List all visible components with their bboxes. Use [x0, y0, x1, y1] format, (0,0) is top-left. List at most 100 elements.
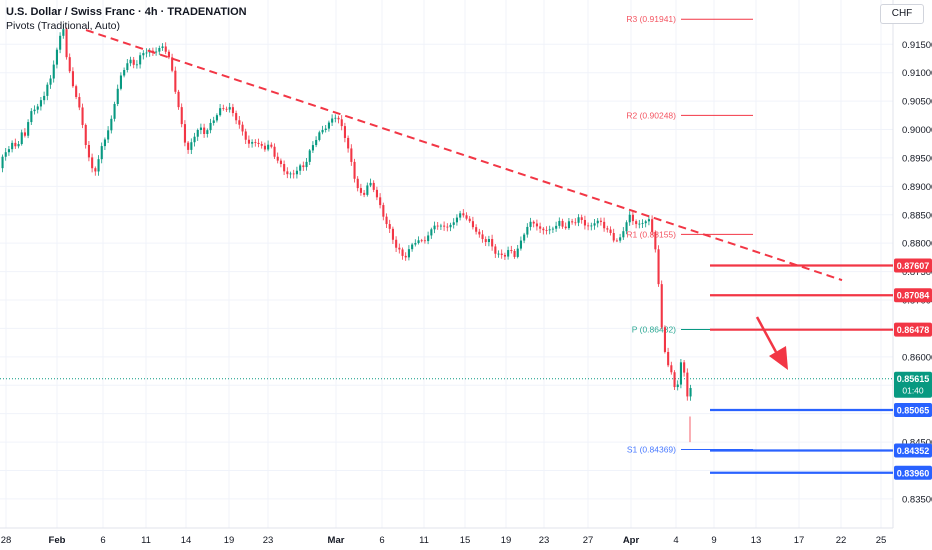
- candle-body: [171, 57, 174, 71]
- candle-body: [81, 107, 84, 125]
- candle-body: [228, 107, 231, 110]
- candle-body: [71, 71, 74, 87]
- candle-body: [119, 75, 122, 89]
- candle-body: [462, 213, 465, 216]
- candle-body: [177, 91, 180, 108]
- x-tick-label: 15: [460, 535, 471, 546]
- candle-body: [110, 118, 113, 131]
- level-price-tag[interactable]: [894, 322, 932, 337]
- candle-body: [331, 118, 334, 123]
- candle-body: [417, 240, 420, 244]
- candle-body: [609, 229, 612, 234]
- candle-body: [596, 220, 599, 224]
- candle-body: [526, 226, 529, 235]
- candle-body: [107, 130, 110, 140]
- candle-body: [11, 142, 14, 150]
- level-price-tag[interactable]: [894, 402, 932, 417]
- pivot-label-s1: S1 (0.84369): [627, 445, 676, 455]
- candle-body: [302, 165, 305, 168]
- candle-body: [196, 129, 199, 137]
- candle-body: [654, 231, 657, 250]
- candle-body: [295, 170, 298, 175]
- candle-body: [628, 214, 631, 223]
- candle-body: [340, 119, 343, 127]
- pivot-label-r3: R3 (0.91941): [626, 14, 676, 24]
- candle-body: [433, 225, 436, 230]
- symbol-title[interactable]: U.S. Dollar / Swiss Franc · 4h · TRADENA…: [6, 6, 247, 18]
- candle-body: [385, 216, 388, 225]
- candle-body: [84, 124, 87, 146]
- candle-body: [318, 132, 321, 140]
- candle-body: [398, 247, 401, 250]
- candle-body: [279, 160, 282, 165]
- candle-body: [43, 95, 46, 101]
- candle-body: [545, 230, 548, 232]
- candle-body: [135, 64, 138, 66]
- candle-body: [455, 217, 458, 223]
- candle-body: [420, 240, 423, 242]
- candle-body: [657, 249, 660, 285]
- candle-body: [129, 59, 132, 64]
- candle-body: [17, 144, 20, 147]
- candle-body: [4, 152, 7, 157]
- candle-body: [471, 221, 474, 228]
- candle-body: [97, 159, 100, 172]
- candle-body: [212, 120, 215, 123]
- candle-body: [603, 221, 606, 229]
- x-tick-label: Apr: [623, 535, 640, 546]
- candle-body: [289, 173, 292, 175]
- candle-body: [660, 284, 663, 328]
- candle-body: [251, 142, 254, 144]
- candle-body: [369, 182, 372, 186]
- candle-body: [427, 235, 430, 242]
- candle-body: [513, 250, 516, 257]
- level-price-tag[interactable]: [894, 465, 932, 480]
- level-price-tag[interactable]: [894, 258, 932, 273]
- candle-body: [126, 63, 129, 71]
- currency-button[interactable]: CHF: [880, 4, 924, 24]
- x-tick-label: 23: [263, 535, 274, 546]
- candle-body: [388, 224, 391, 229]
- candle-body: [673, 372, 676, 388]
- candle-body: [478, 231, 481, 235]
- candle-body: [667, 351, 670, 366]
- candle-body: [635, 221, 638, 225]
- candle-body: [500, 253, 503, 255]
- x-tick-label: 6: [100, 535, 105, 546]
- candle-body: [631, 214, 634, 222]
- candle-body: [353, 161, 356, 179]
- candle-body: [263, 145, 266, 150]
- level-price-tag[interactable]: [894, 443, 932, 458]
- candle-body: [276, 156, 279, 161]
- candle-body: [327, 122, 330, 129]
- downtrend-line[interactable]: [85, 29, 843, 282]
- candle-body: [238, 120, 241, 125]
- candle-body: [52, 64, 55, 79]
- x-tick-label: 25: [876, 535, 887, 546]
- candle-body: [446, 226, 449, 228]
- candle-body: [561, 220, 564, 227]
- candle-body: [590, 225, 593, 227]
- level-price-tag[interactable]: [894, 288, 932, 303]
- candle-body: [193, 136, 196, 143]
- candle-body: [215, 115, 218, 121]
- candle-body: [507, 250, 510, 257]
- level-price-text: 0.84352: [897, 446, 930, 456]
- candle-body: [564, 226, 567, 229]
- candle-body: [577, 217, 580, 223]
- indicator-label[interactable]: Pivots (Traditional, Auto): [6, 20, 120, 32]
- candle-body: [580, 217, 583, 220]
- candle-body: [46, 84, 49, 96]
- current-price-tag[interactable]: [894, 371, 932, 398]
- candle-body: [142, 53, 145, 56]
- candle-body: [622, 231, 625, 238]
- candle-body: [65, 29, 68, 58]
- candle-body: [247, 139, 250, 144]
- candle-body: [516, 248, 519, 257]
- candle-body: [283, 164, 286, 172]
- candle-body: [647, 219, 650, 222]
- candle-body: [395, 239, 398, 248]
- candle-body: [599, 220, 602, 222]
